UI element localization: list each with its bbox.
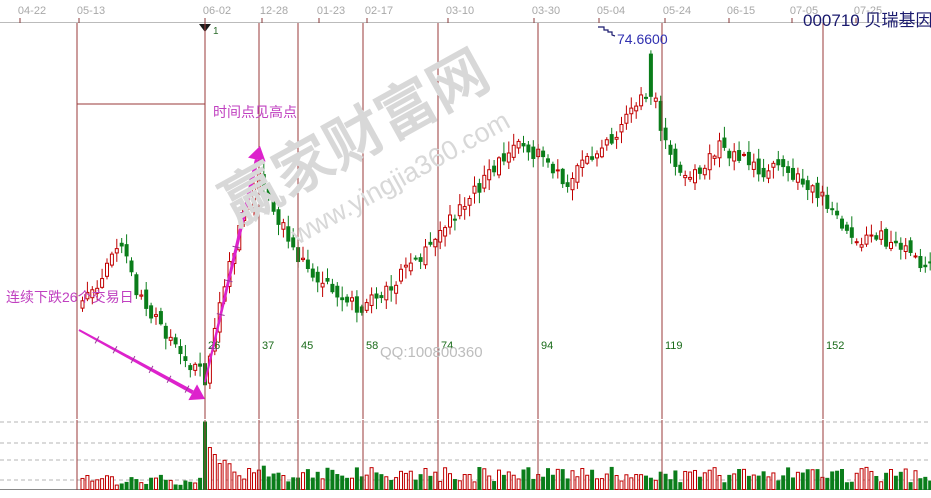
svg-text:06-15: 06-15 (727, 5, 755, 17)
svg-text:05-13: 05-13 (77, 5, 105, 17)
svg-text:01-23: 01-23 (317, 5, 345, 17)
svg-text:03-10: 03-10 (446, 5, 474, 17)
svg-text:152: 152 (826, 340, 844, 352)
svg-text:05-04: 05-04 (597, 5, 625, 17)
svg-text:37: 37 (262, 340, 274, 352)
svg-text:02-17: 02-17 (365, 5, 393, 17)
svg-text:时间点见高点: 时间点见高点 (213, 104, 297, 120)
svg-text:QQ:100800360: QQ:100800360 (380, 344, 483, 361)
svg-text:06-02: 06-02 (203, 5, 231, 17)
svg-text:58: 58 (366, 340, 378, 352)
svg-text:连续下跌26个交易日: 连续下跌26个交易日 (6, 289, 134, 305)
svg-text:74.6600: 74.6600 (617, 31, 668, 47)
svg-text:12-28: 12-28 (260, 5, 288, 17)
svg-text:1: 1 (213, 26, 219, 37)
svg-text:000710 贝瑞基因: 000710 贝瑞基因 (803, 11, 931, 30)
svg-text:45: 45 (301, 340, 313, 352)
svg-text:03-30: 03-30 (532, 5, 560, 17)
svg-text:119: 119 (665, 340, 683, 352)
svg-text:94: 94 (541, 340, 553, 352)
svg-text:05-24: 05-24 (663, 5, 691, 17)
svg-text:04-22: 04-22 (18, 5, 46, 17)
